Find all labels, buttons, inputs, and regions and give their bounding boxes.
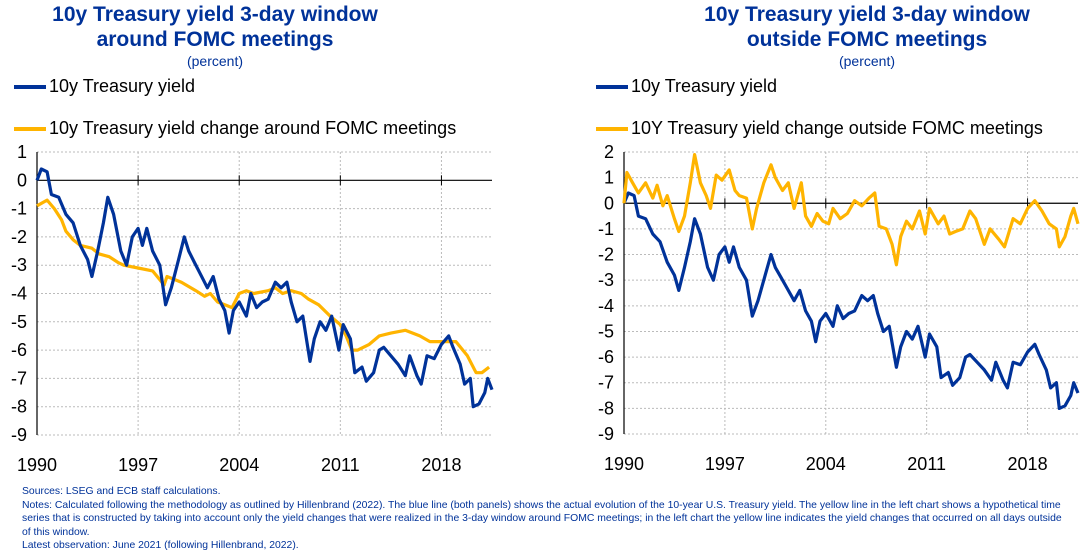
x-tick-label: 2004 xyxy=(219,455,259,475)
x-tick-label: 1997 xyxy=(705,454,745,474)
charts-canvas: 1 0 -1 -2 -3 -4 -5 -6 -7 -8 -9 1990 1997 2004 2011 2018… xyxy=(11,142,1080,475)
y-tick-label: -5 xyxy=(11,312,27,332)
chart-panel-outside: 2 1 0 -1 -2 -3 -4 -5 -6 -7 -8 -9 1990 1997 2004 2011 201… xyxy=(598,142,1080,474)
y-tick-label: -7 xyxy=(598,373,614,393)
legend-swatch xyxy=(14,126,46,131)
y-tick-label: -1 xyxy=(598,219,614,239)
y-tick-label: -5 xyxy=(598,321,614,341)
legend-label: 10Y Treasury yield change outside FOMC m… xyxy=(631,118,1043,138)
x-tick-label: 1990 xyxy=(604,454,644,474)
y-tick-label: -3 xyxy=(11,255,27,275)
y-tick-label: -7 xyxy=(11,368,27,388)
y-tick-label: -8 xyxy=(598,398,614,418)
series-line-yield xyxy=(622,191,1080,410)
y-tick-label: -8 xyxy=(11,397,27,417)
x-tick-label: 1990 xyxy=(17,455,57,475)
sources-text: Sources: LSEG and ECB staff calculations… xyxy=(22,486,221,497)
x-tick-label: 2018 xyxy=(421,455,461,475)
legend-label: 10y Treasury yield xyxy=(49,76,196,96)
x-tick-label: 2011 xyxy=(907,454,946,474)
x-tick-label: 2004 xyxy=(806,454,846,474)
y-tick-label: -1 xyxy=(11,199,27,219)
legend-swatch xyxy=(596,84,628,89)
y-tick-label: -2 xyxy=(11,227,27,247)
legend-label: 10y Treasury yield change around FOMC me… xyxy=(49,118,457,138)
y-tick-label: -6 xyxy=(11,340,27,360)
y-tick-label: 1 xyxy=(604,168,614,188)
x-tick-label: 2018 xyxy=(1008,454,1048,474)
series-line-change xyxy=(622,153,1080,267)
x-tick-label: 1997 xyxy=(118,455,158,475)
legend-item-yield-right: 10y Treasury yield xyxy=(596,76,777,97)
y-tick-label: -9 xyxy=(11,425,27,445)
legend-swatch xyxy=(596,126,628,131)
legend-swatch xyxy=(14,84,46,89)
y-tick-label: 2 xyxy=(604,142,614,162)
notes-block: Sources: LSEG and ECB staff calculations… xyxy=(22,485,1072,553)
legend-item-yield-left: 10y Treasury yield xyxy=(14,76,195,97)
y-tick-label: 0 xyxy=(17,170,27,190)
title-line: 10y Treasury yield 3-day window xyxy=(52,3,378,26)
y-tick-label: -9 xyxy=(598,424,614,444)
y-tick-label: 1 xyxy=(17,142,27,162)
x-tick-label: 2011 xyxy=(321,455,360,475)
right-chart-title: 10y Treasury yield 3-day window outside … xyxy=(647,2,1084,52)
left-chart-title: 10y Treasury yield 3-day window around F… xyxy=(0,2,435,52)
series-line-yield xyxy=(35,167,494,409)
legend-item-outside-fomc: 10Y Treasury yield change outside FOMC m… xyxy=(596,118,1043,139)
title-line: 10y Treasury yield 3-day window xyxy=(704,3,1030,26)
y-tick-label: -3 xyxy=(598,270,614,290)
title-line: outside FOMC meetings xyxy=(746,28,988,51)
latest-observation-text: Latest observation: June 2021 (following… xyxy=(22,540,299,551)
y-tick-label: 0 xyxy=(604,193,614,213)
left-chart-subtitle: (percent) xyxy=(186,53,244,69)
y-tick-label: -6 xyxy=(598,347,614,367)
y-tick-label: -4 xyxy=(598,296,614,316)
chart-panel-around: 1 0 -1 -2 -3 -4 -5 -6 -7 -8 -9 1990 1997 2004 2011 2018 xyxy=(11,142,494,475)
right-chart-subtitle: (percent) xyxy=(838,53,896,69)
y-tick-label: -4 xyxy=(11,284,27,304)
title-line: around FOMC meetings xyxy=(96,28,334,51)
notes-text: Notes: Calculated following the methodol… xyxy=(22,499,1062,538)
legend-label: 10y Treasury yield xyxy=(631,76,778,96)
y-tick-label: -2 xyxy=(598,245,614,265)
legend-item-around-fomc: 10y Treasury yield change around FOMC me… xyxy=(14,118,456,139)
series-line-change xyxy=(36,198,491,375)
